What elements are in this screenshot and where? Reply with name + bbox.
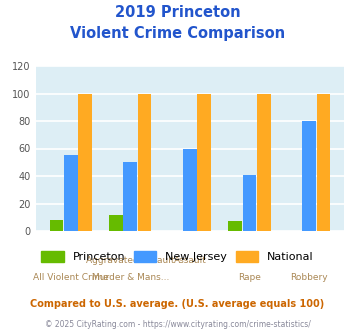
Text: Aggravated Assault: Aggravated Assault <box>86 256 175 265</box>
Legend: Princeton, New Jersey, National: Princeton, New Jersey, National <box>37 247 318 267</box>
Bar <box>243 175 256 231</box>
Text: Murder & Mans...: Murder & Mans... <box>92 273 169 282</box>
Text: 2019 Princeton: 2019 Princeton <box>115 5 240 20</box>
Bar <box>124 162 137 231</box>
Text: © 2025 CityRating.com - https://www.cityrating.com/crime-statistics/: © 2025 CityRating.com - https://www.city… <box>45 320 310 329</box>
Bar <box>197 93 211 231</box>
Text: Robbery: Robbery <box>290 273 328 282</box>
Bar <box>78 93 92 231</box>
Bar <box>64 155 77 231</box>
Text: All Violent Crime: All Violent Crime <box>33 273 109 282</box>
Text: Assault: Assault <box>174 256 206 265</box>
Bar <box>50 220 63 231</box>
Text: Compared to U.S. average. (U.S. average equals 100): Compared to U.S. average. (U.S. average … <box>31 299 324 309</box>
Bar <box>183 148 197 231</box>
Text: Violent Crime Comparison: Violent Crime Comparison <box>70 26 285 41</box>
Bar <box>317 93 330 231</box>
Bar <box>109 214 123 231</box>
Bar <box>257 93 271 231</box>
Bar <box>138 93 152 231</box>
Bar <box>228 221 242 231</box>
Bar <box>302 121 316 231</box>
Text: Rape: Rape <box>238 273 261 282</box>
